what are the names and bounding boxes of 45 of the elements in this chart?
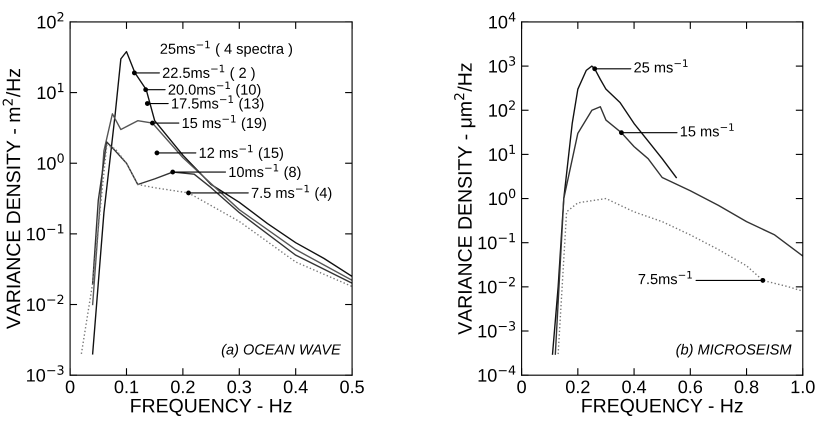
y-tick-label: 10$^{0}$ — [38, 153, 64, 170]
y-tick-label: 10$^{4}$ — [489, 12, 516, 29]
x-axis-title: FREQUENCY - Hz — [582, 398, 743, 416]
x-axis-title: FREQUENCY - Hz — [131, 398, 292, 416]
y-tick-label: 10$^{−2}$ — [478, 276, 515, 294]
annotation: 12 ms$^{−1}$ (15) — [200, 144, 283, 161]
x-tick-label: 0.2 — [566, 380, 590, 394]
x-tick-label: 0 — [66, 380, 74, 394]
x-tick-label: 0.4 — [284, 380, 308, 394]
y-tick-label: 10$^{1}$ — [38, 82, 64, 100]
y-tick-label: 10$^{1}$ — [489, 144, 515, 161]
line-series — [92, 113, 352, 306]
annotation: 7.5 ms$^{−1}$ (4) — [252, 184, 332, 201]
annotation: 25 ms$^{−1}$ — [634, 59, 688, 73]
y-tick-label: 10$^{3}$ — [489, 56, 516, 73]
annotation: 15 ms$^{−1}$ (19) — [182, 114, 266, 132]
x-tick-label: 0.8 — [734, 380, 758, 394]
y-tick-label: 10$^{−3}$ — [478, 321, 516, 338]
y-tick-label: 10$^{−1}$ — [478, 232, 515, 250]
y-tick-label: 10$^{2}$ — [489, 100, 515, 117]
annotation: 10ms$^{−1}$ (8) — [229, 164, 301, 180]
x-tick-label: 0.4 — [622, 380, 646, 394]
x-tick-label: 0.2 — [171, 380, 195, 394]
x-tick-label: 1.0 — [792, 380, 815, 394]
y-axis-title: VARIANCE DENSITY - μm$^{2}$/Hz — [454, 63, 476, 335]
annotation: 25ms$^{−1}$ ( 4 spectra ) — [160, 40, 292, 57]
y-tick-label: 10$^{−3}$ — [27, 365, 64, 382]
annotation: (a) OCEAN WAVE — [222, 344, 341, 358]
y-axis-title: VARIANCE DENSITY - m$^{2}$/Hz — [2, 68, 20, 330]
y-tick-label: 10$^{0}$ — [489, 188, 516, 206]
y-tick-label: 10$^{−4}$ — [478, 365, 516, 382]
line-series — [92, 141, 352, 284]
point — [143, 87, 148, 92]
y-tick-label: 10$^{−1}$ — [27, 224, 64, 240]
annotation: 7.5ms$^{−1}$ — [638, 271, 692, 284]
x-tick-label: 0.1 — [114, 380, 138, 394]
x-tick-label: 0.3 — [227, 380, 252, 394]
x-tick-label: 0.5 — [340, 380, 364, 394]
y-tick-label: 10$^{2}$ — [38, 12, 64, 29]
annotation: 15 ms$^{−1}$ — [680, 123, 734, 137]
x-tick-label: 0 — [517, 380, 526, 394]
x-tick-label: 0.6 — [678, 380, 702, 394]
annotation: 22.5ms$^{−1}$ ( 2 ) — [162, 64, 255, 81]
annotation: (b) MICROSEISM — [676, 344, 792, 358]
y-tick-label: 10$^{−2}$ — [27, 294, 64, 312]
